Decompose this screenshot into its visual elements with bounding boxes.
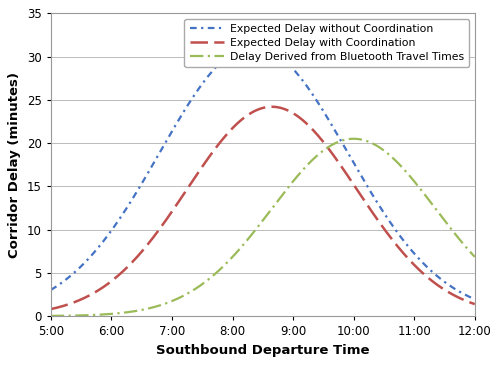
Delay Derived from Bluetooth Travel Times bbox=[351, 137, 357, 141]
Expected Delay without Coordination bbox=[220, 59, 226, 63]
Y-axis label: Corridor Delay (minutes): Corridor Delay (minutes) bbox=[8, 72, 22, 258]
Expected Delay without Coordination bbox=[48, 288, 54, 292]
Expected Delay with Coordination bbox=[340, 166, 345, 170]
Delay Derived from Bluetooth Travel Times bbox=[379, 147, 385, 151]
Expected Delay with Coordination bbox=[48, 307, 54, 311]
Expected Delay without Coordination bbox=[234, 48, 240, 52]
Delay Derived from Bluetooth Travel Times bbox=[91, 313, 97, 317]
Expected Delay with Coordination bbox=[472, 302, 478, 306]
Delay Derived from Bluetooth Travel Times bbox=[386, 153, 392, 157]
Delay Derived from Bluetooth Travel Times bbox=[472, 255, 478, 259]
Delay Derived from Bluetooth Travel Times bbox=[339, 138, 345, 143]
Expected Delay with Coordination bbox=[269, 104, 275, 109]
Expected Delay with Coordination bbox=[91, 291, 97, 295]
Line: Delay Derived from Bluetooth Travel Times: Delay Derived from Bluetooth Travel Time… bbox=[51, 139, 475, 316]
Expected Delay without Coordination bbox=[379, 208, 385, 212]
Expected Delay without Coordination bbox=[340, 141, 345, 146]
Expected Delay without Coordination bbox=[91, 250, 97, 255]
Expected Delay without Coordination bbox=[472, 297, 478, 301]
Delay Derived from Bluetooth Travel Times bbox=[220, 265, 226, 269]
Expected Delay without Coordination bbox=[386, 219, 392, 223]
Expected Delay with Coordination bbox=[234, 121, 240, 126]
Expected Delay with Coordination bbox=[379, 224, 385, 228]
Expected Delay without Coordination bbox=[250, 44, 256, 49]
Delay Derived from Bluetooth Travel Times bbox=[234, 249, 240, 254]
Expected Delay with Coordination bbox=[386, 234, 392, 238]
Delay Derived from Bluetooth Travel Times bbox=[48, 314, 54, 318]
Legend: Expected Delay without Coordination, Expected Delay with Coordination, Delay Der: Expected Delay without Coordination, Exp… bbox=[184, 19, 470, 67]
Line: Expected Delay without Coordination: Expected Delay without Coordination bbox=[51, 46, 475, 299]
Expected Delay with Coordination bbox=[220, 138, 226, 142]
Line: Expected Delay with Coordination: Expected Delay with Coordination bbox=[51, 107, 475, 309]
X-axis label: Southbound Departure Time: Southbound Departure Time bbox=[156, 344, 370, 357]
